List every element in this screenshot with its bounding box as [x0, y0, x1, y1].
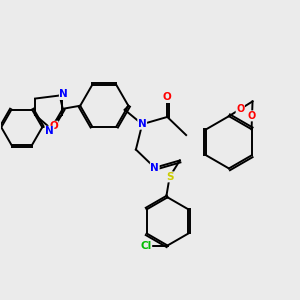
Text: N: N — [150, 163, 159, 173]
Text: N: N — [59, 89, 68, 100]
Text: O: O — [49, 121, 58, 131]
Text: O: O — [163, 92, 172, 103]
Text: N: N — [45, 126, 54, 136]
Text: O: O — [248, 111, 256, 121]
Text: N: N — [138, 119, 147, 129]
Text: S: S — [166, 172, 173, 182]
Text: Cl: Cl — [140, 241, 152, 250]
Text: O: O — [236, 104, 244, 114]
